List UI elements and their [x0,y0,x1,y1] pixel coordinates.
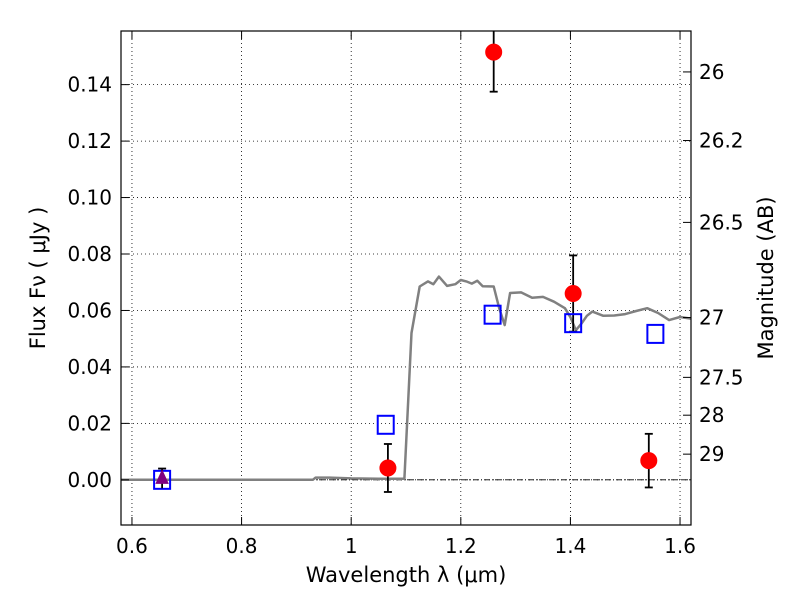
x-tick-label: 0.6 [116,534,148,558]
x-tick-label: 1 [345,534,358,558]
model-band-square [376,414,395,435]
upper-limit-triangle [155,469,169,484]
model-band-square [564,313,583,334]
model-band-square [483,304,502,325]
y-tick-label: 0.12 [67,129,112,153]
y-tick-label: 0.10 [67,186,112,210]
magnitude-tick-label: 27.5 [699,365,744,389]
x-tick-label: 1.6 [664,534,696,558]
y-tick-label: 0.00 [67,468,112,492]
y-axis-left-label: Flux Fν ( μJy ) [26,207,50,350]
model-sed-line [121,275,691,482]
y-tick-label: 0.02 [67,411,112,435]
y-axis-right-label: Magnitude (AB) [754,196,778,359]
y-tick-label: 0.04 [67,355,112,379]
x-tick-label: 1.4 [555,534,587,558]
magnitude-tick-label: 26.2 [699,129,744,153]
magnitude-tick-label: 28 [699,403,724,427]
measured-flux-point [640,452,658,470]
magnitude-tick-label: 27 [699,306,724,330]
magnitude-tick-label: 29 [699,442,724,466]
magnitude-tick-label: 26 [699,60,724,84]
x-tick-label: 1.2 [445,534,477,558]
plot-area [121,31,691,493]
y-tick-label: 0.14 [67,73,112,97]
magnitude-tick-label: 26.5 [699,210,744,234]
y-tick-label: 0.06 [67,298,112,322]
measured-flux-point [564,285,582,303]
x-tick-label: 0.8 [226,534,258,558]
measured-flux-point [379,459,397,477]
x-axis-label: Wavelength λ (μm) [306,563,507,587]
clipped-series [121,31,691,493]
measured-flux-point [485,43,503,61]
axis-ticks: 0.6 0.8 1 1.2 1.4 1.6 0.00 0.02 0.04 0.06 0.08 0.10… [67,31,744,558]
y-tick-label: 0.08 [67,242,112,266]
model-band-square [646,323,665,344]
plot-frame [120,30,692,526]
